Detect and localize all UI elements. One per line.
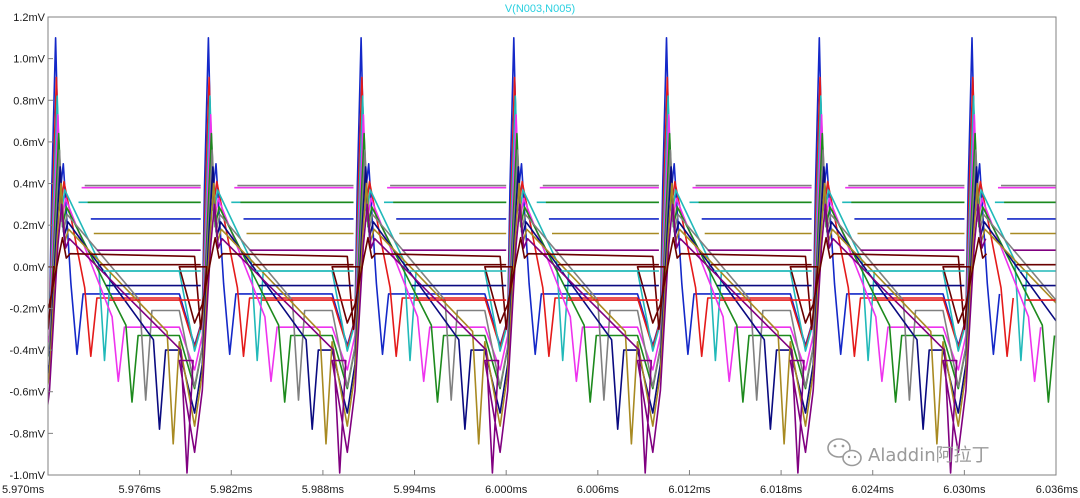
y-tick-label: -0.8mV <box>10 428 46 440</box>
x-axis: 5.970ms 5.976ms 5.982ms 5.988ms 5.994ms 6.000… <box>2 470 1078 496</box>
y-tick-label: 1.2mV <box>13 12 45 24</box>
wechat-icon <box>827 438 862 467</box>
y-tick-label: -0.4mV <box>10 345 46 357</box>
y-tick-label: 0.2mV <box>13 220 45 232</box>
y-tick-label: 1.0mV <box>13 54 45 66</box>
y-tick-label: 0.8mV <box>13 95 45 107</box>
y-tick-label: -0.6mV <box>10 387 46 399</box>
x-tick-label: 5.988ms <box>302 484 345 496</box>
y-tick-label: 0.6mV <box>13 137 45 149</box>
series-line <box>48 236 988 331</box>
series-line <box>48 182 1056 445</box>
watermark-text: Aladdin阿拉丁 <box>868 445 990 466</box>
series-layer <box>48 37 1056 474</box>
x-tick-label: 6.030ms <box>943 484 986 496</box>
y-tick-label: -1.0mV <box>10 470 46 482</box>
y-tick-label: -0.2mV <box>10 303 46 315</box>
x-tick-label: 5.994ms <box>393 484 436 496</box>
watermark: Aladdin阿拉丁 <box>827 438 990 467</box>
x-tick-label: 6.036ms <box>1036 484 1079 496</box>
x-tick-label: 6.012ms <box>668 484 711 496</box>
x-tick-label: 5.970ms <box>2 484 45 496</box>
x-tick-label: 6.006ms <box>577 484 620 496</box>
series-line <box>48 203 987 474</box>
y-tick-label: 0.0mV <box>13 262 45 274</box>
y-tick-label: 0.4mV <box>13 179 45 191</box>
chart-title: V(N003,N005) <box>505 3 575 15</box>
x-tick-label: 6.000ms <box>485 484 528 496</box>
x-tick-label: 6.024ms <box>852 484 895 496</box>
y-axis: 1.2mV 1.0mV 0.8mV 0.6mV 0.4mV 0.2mV 0.0mV -0.2m… <box>10 12 53 482</box>
x-tick-label: 5.976ms <box>119 484 162 496</box>
x-tick-label: 5.982ms <box>210 484 253 496</box>
x-tick-label: 6.018ms <box>760 484 803 496</box>
plot-frame <box>47 16 1057 476</box>
